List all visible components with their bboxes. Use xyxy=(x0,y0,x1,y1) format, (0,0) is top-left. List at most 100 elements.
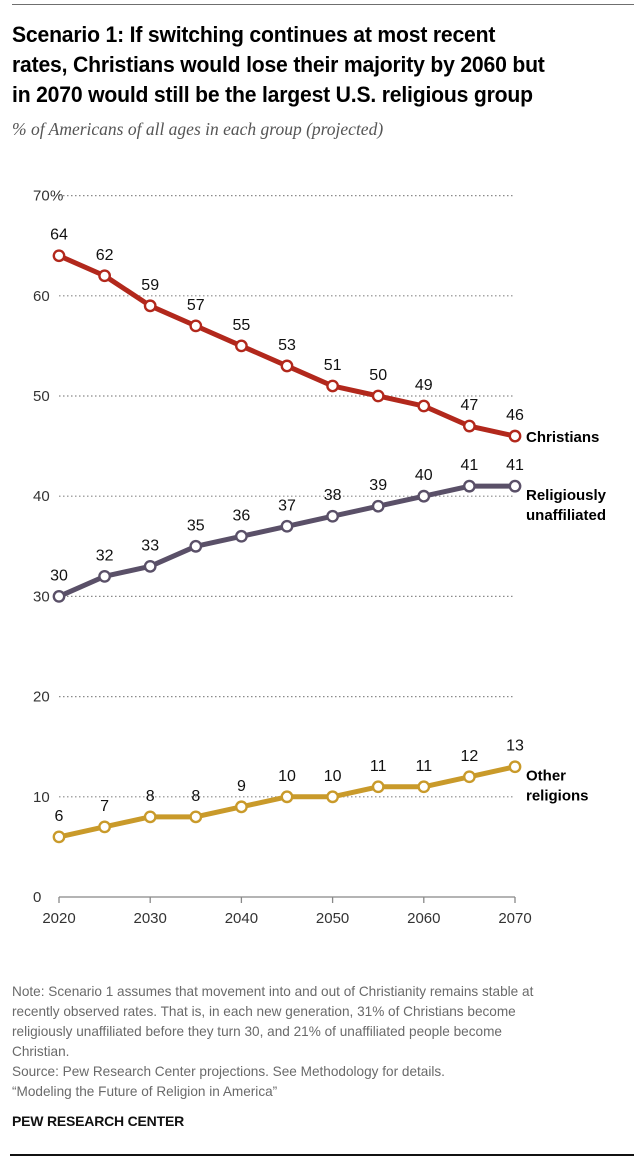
data-point xyxy=(52,589,66,603)
y-tick-label: 60 xyxy=(33,288,50,305)
y-unit-label: % xyxy=(50,188,63,205)
x-axis: 2020 2030 2040 2050 2060 2070 xyxy=(42,896,532,927)
series-other-religions: 6 7 8 8 9 10 10 11 11 12 13 xyxy=(52,738,524,844)
data-label: 35 xyxy=(187,517,205,534)
data-point xyxy=(234,529,248,543)
data-label: 32 xyxy=(96,547,114,564)
data-point xyxy=(189,810,203,824)
x-tick-label: 2020 xyxy=(42,910,75,927)
data-label: 37 xyxy=(278,497,296,514)
data-label: 40 xyxy=(415,467,433,484)
data-point xyxy=(326,790,339,804)
x-tick-label: 2030 xyxy=(134,910,167,927)
data-point xyxy=(280,359,294,373)
data-label: 47 xyxy=(461,397,479,414)
data-label: 36 xyxy=(233,507,251,524)
data-point xyxy=(234,339,248,353)
data-label: 46 xyxy=(506,407,524,424)
data-label: 39 xyxy=(369,477,387,494)
source-line: Source: Pew Research Center projections.… xyxy=(12,1064,445,1079)
data-label: 8 xyxy=(146,788,155,805)
data-point xyxy=(52,830,66,844)
y-tick-label: 10 xyxy=(33,789,50,806)
data-point xyxy=(462,419,476,433)
report-title-line: “Modeling the Future of Religion in Amer… xyxy=(12,1084,278,1099)
data-label: 51 xyxy=(324,357,342,374)
data-label: 11 xyxy=(370,758,387,775)
data-point xyxy=(143,559,157,573)
data-point xyxy=(371,499,385,513)
data-point xyxy=(417,780,431,794)
data-point xyxy=(143,299,157,313)
data-point xyxy=(417,399,431,413)
data-label: 9 xyxy=(237,778,246,795)
data-label: 41 xyxy=(506,457,524,474)
title-line: in 2070 would still be the largest U.S. … xyxy=(12,82,533,107)
chart-subtitle: % of Americans of all ages in each group… xyxy=(12,119,384,139)
x-tick-label: 2060 xyxy=(407,910,440,927)
top-rule xyxy=(12,4,634,5)
note-line: Note: Scenario 1 assumes that movement i… xyxy=(12,984,534,999)
bottom-rule xyxy=(10,1154,634,1156)
data-point xyxy=(52,249,66,263)
data-point xyxy=(326,379,339,393)
data-point xyxy=(508,429,522,443)
data-label: 10 xyxy=(324,768,342,785)
data-point xyxy=(508,760,522,774)
data-label: 33 xyxy=(141,537,159,554)
data-point xyxy=(280,519,294,533)
series-label: Religiously xyxy=(526,487,607,504)
note-line: Christian. xyxy=(12,1044,70,1059)
x-tick-label: 2040 xyxy=(225,910,258,927)
data-label: 41 xyxy=(461,457,479,474)
data-point xyxy=(462,770,476,784)
data-point xyxy=(98,569,112,583)
data-point xyxy=(371,780,385,794)
data-label: 49 xyxy=(415,377,433,394)
y-tick-label: 50 xyxy=(33,388,50,405)
series-label: Other xyxy=(526,768,566,785)
x-tick-label: 2070 xyxy=(498,910,531,927)
note-line: religiously unaffiliated before they tur… xyxy=(12,1024,502,1039)
data-label: 11 xyxy=(415,758,432,775)
data-label: 50 xyxy=(369,367,387,384)
data-label: 38 xyxy=(324,487,342,504)
y-tick-label: 40 xyxy=(33,488,50,505)
data-point xyxy=(326,509,339,523)
data-label: 8 xyxy=(191,788,200,805)
data-label: 57 xyxy=(187,297,205,314)
data-point xyxy=(462,479,476,493)
series-religiously-unaffiliated: 30 32 33 35 36 37 38 39 40 41 41 xyxy=(50,457,524,603)
y-tick-label: 20 xyxy=(33,689,50,706)
y-tick-label: 0 xyxy=(33,889,41,906)
data-point xyxy=(98,820,112,834)
data-point xyxy=(280,790,294,804)
data-point xyxy=(508,479,522,493)
data-label: 53 xyxy=(278,337,296,354)
y-tick-label: 30 xyxy=(33,588,50,605)
gridlines xyxy=(59,195,515,798)
data-point xyxy=(189,319,203,333)
y-tick-label: 70 xyxy=(33,188,50,205)
series-group: 64 62 59 57 55 53 51 50 49 47 46 30 32 33 35 36 37 38 39 40… xyxy=(50,227,524,844)
data-point xyxy=(371,389,385,403)
series-labels: Christians Religiously unaffiliated Other re… xyxy=(526,429,607,805)
data-label: 7 xyxy=(100,798,109,815)
data-label: 64 xyxy=(50,227,68,244)
x-tick-label: 2050 xyxy=(316,910,349,927)
chart-title: Scenario 1: If switching continues at mo… xyxy=(12,20,597,110)
series-label: religions xyxy=(526,788,589,805)
data-point xyxy=(143,810,157,824)
title-line: rates, Christians would lose their major… xyxy=(12,52,545,77)
title-line: Scenario 1: If switching continues at mo… xyxy=(12,22,496,47)
series-label: unaffiliated xyxy=(526,507,606,524)
data-label: 10 xyxy=(278,768,296,785)
data-label: 13 xyxy=(506,738,524,755)
data-label: 30 xyxy=(50,567,68,584)
data-label: 62 xyxy=(96,247,114,264)
data-point xyxy=(234,800,248,814)
brand-logo-text: PEW RESEARCH CENTER xyxy=(12,1113,184,1129)
data-label: 55 xyxy=(233,317,251,334)
series-christians: 64 62 59 57 55 53 51 50 49 47 46 xyxy=(50,227,524,443)
